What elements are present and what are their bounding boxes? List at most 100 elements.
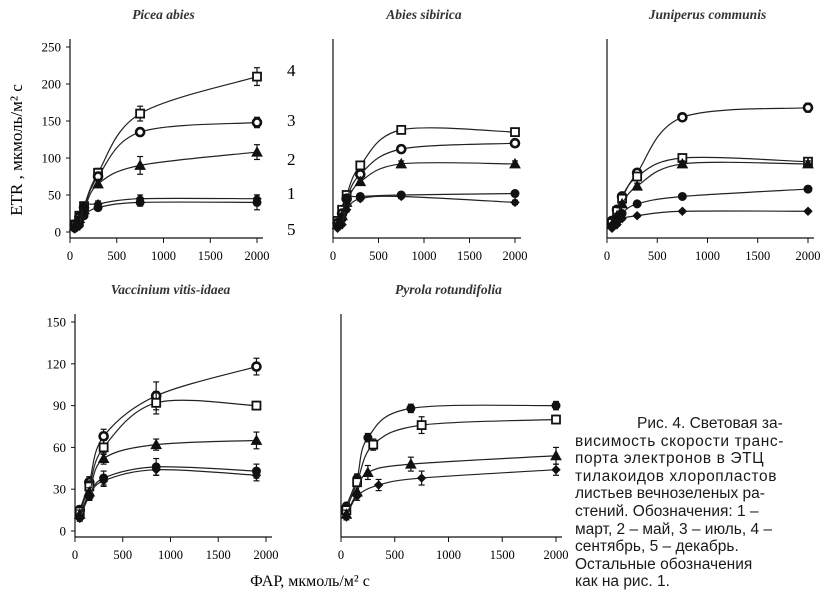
caption-line: март, 2 – май, 3 – июль, 4 – xyxy=(575,520,773,538)
data-point-triangle xyxy=(676,157,689,169)
x-tick-label: 2000 xyxy=(503,249,528,263)
x-tick-label: 1000 xyxy=(412,249,437,263)
data-point-diamond xyxy=(341,512,352,522)
x-tick-label: 500 xyxy=(107,249,126,263)
data-point-triangle xyxy=(92,177,104,189)
y-tick-label: 90 xyxy=(53,398,66,413)
x-tick-label: 1500 xyxy=(198,249,223,263)
data-series xyxy=(69,193,262,234)
data-point-square xyxy=(98,442,109,453)
y-tick-label: 30 xyxy=(53,482,66,497)
caption-line: стений. Обозначения: 1 – xyxy=(575,502,759,520)
data-series xyxy=(74,357,262,516)
chart-panel: Pyrola rotundifolia 0 500 1000 1500 2000 xyxy=(338,282,569,562)
x-tick-label: 0 xyxy=(72,548,78,562)
data-point-triangle xyxy=(405,458,417,469)
series-line xyxy=(345,418,557,511)
x-tick-label: 2000 xyxy=(796,249,821,263)
data-point-triangle xyxy=(395,157,408,169)
chart-title: Juniperus communis xyxy=(648,7,766,22)
data-point-diamond xyxy=(151,464,161,475)
data-series xyxy=(341,400,561,511)
y-tick-label: 0 xyxy=(55,225,62,240)
data-series xyxy=(340,446,562,520)
x-tick-label: 1500 xyxy=(206,548,231,562)
x-tick-label: 0 xyxy=(67,249,73,263)
data-point-diamond xyxy=(551,464,561,475)
data-point-circle xyxy=(251,361,262,372)
data-point-diamond xyxy=(341,205,352,215)
x-tick-label: 1500 xyxy=(457,249,482,263)
data-point-square xyxy=(135,108,146,119)
chart-panel: Juniperus communis 0 500 1000 1500 2000 xyxy=(604,7,821,263)
data-point-diamond xyxy=(337,219,347,230)
x-tick-label: 1000 xyxy=(436,548,461,562)
data-point-square xyxy=(355,160,366,171)
data-point-circle xyxy=(803,184,813,194)
series-line xyxy=(79,466,257,518)
data-point-diamond xyxy=(617,213,627,224)
data-point-triangle xyxy=(134,159,146,170)
y-tick-label: 250 xyxy=(42,40,62,55)
x-tick-label: 1000 xyxy=(158,548,183,562)
chart-title: Vaccinium vitis-idaea xyxy=(111,282,231,297)
data-series xyxy=(607,206,813,234)
x-tick-label: 2000 xyxy=(254,548,279,562)
data-point-triangle xyxy=(509,157,521,169)
data-point-triangle xyxy=(550,449,562,461)
data-point-circle xyxy=(510,189,520,199)
data-point-diamond xyxy=(98,476,109,486)
data-point-diamond xyxy=(416,473,427,483)
data-point-circle xyxy=(406,403,416,413)
series-label-1: 1 xyxy=(287,184,296,203)
x-tick-label: 1500 xyxy=(745,249,770,263)
data-point-diamond xyxy=(373,480,384,490)
series-line xyxy=(74,151,258,227)
y-tick-label: 50 xyxy=(48,188,61,203)
data-point-circle xyxy=(134,126,146,138)
x-tick-label: 0 xyxy=(604,249,610,263)
data-point-diamond xyxy=(79,201,89,211)
data-point-square xyxy=(151,397,162,408)
data-point-diamond xyxy=(135,193,145,204)
chart-title: Pyrola rotundifolia xyxy=(395,282,502,297)
data-point-diamond xyxy=(75,513,85,524)
data-point-square xyxy=(551,414,561,425)
data-point-triangle xyxy=(616,197,628,209)
data-point-circle xyxy=(802,102,814,113)
data-series xyxy=(75,457,261,522)
x-tick-label: 500 xyxy=(385,548,404,562)
x-tick-label: 0 xyxy=(338,548,344,562)
data-series xyxy=(341,463,561,522)
data-point-diamond xyxy=(251,470,262,480)
data-point-circle xyxy=(342,194,352,204)
data-point-triangle xyxy=(97,452,110,464)
data-point-circle xyxy=(509,137,521,149)
x-tick-label: 0 xyxy=(330,249,336,263)
data-point-circle xyxy=(677,112,688,123)
data-point-diamond xyxy=(352,491,362,501)
data-series xyxy=(68,144,263,231)
x-tick-label: 2000 xyxy=(245,249,270,263)
caption-line: порта электронов в ЭТЦ xyxy=(575,450,765,468)
y-tick-label: 120 xyxy=(47,356,67,371)
x-tick-label: 2000 xyxy=(544,548,569,562)
series-line xyxy=(345,469,557,518)
data-series xyxy=(75,463,262,524)
figure-caption: Рис. 4. Световая за- висимость скорости … xyxy=(575,415,838,591)
data-point-diamond xyxy=(632,211,642,221)
x-tick-label: 1000 xyxy=(151,249,176,263)
data-point-diamond xyxy=(74,221,85,231)
data-point-diamond xyxy=(355,193,366,204)
y-axis-label: ETR , мкмоль/м² с xyxy=(7,84,26,216)
data-series xyxy=(332,191,520,234)
y-tick-label: 150 xyxy=(47,315,67,330)
data-point-circle xyxy=(395,143,407,155)
chart-panel: Picea abies 0 500 1000 1500 2000 0 50 100 150 200 2… xyxy=(42,7,270,263)
caption-line: Рис. 4. Световая за- xyxy=(637,415,783,432)
data-point-diamond xyxy=(803,206,813,216)
chart-title: Abies sibirica xyxy=(385,7,462,22)
series-label-4: 4 xyxy=(287,61,296,80)
data-point-diamond xyxy=(396,191,406,202)
